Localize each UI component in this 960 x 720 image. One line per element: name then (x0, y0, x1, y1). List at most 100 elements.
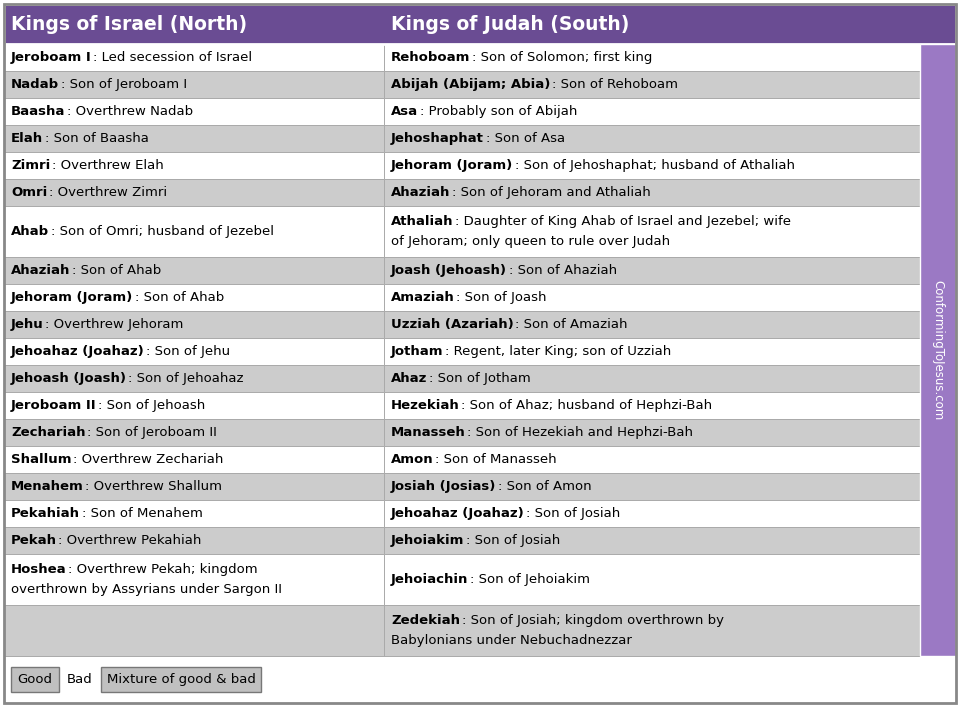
Text: Hezekiah: Hezekiah (391, 399, 460, 412)
Text: overthrown by Assyrians under Sargon II: overthrown by Assyrians under Sargon II (11, 582, 282, 595)
Bar (4, 206, 384, 257)
Text: : Son of Jotham: : Son of Jotham (429, 372, 531, 385)
Bar (384, 152, 920, 179)
Text: Jotham: Jotham (391, 345, 444, 358)
Text: Zimri: Zimri (11, 159, 50, 172)
Text: : Son of Omri; husband of Jezebel: : Son of Omri; husband of Jezebel (51, 225, 274, 238)
Text: Abijah (Abijam; Abia): Abijah (Abijam; Abia) (391, 78, 550, 91)
Bar (4, 4, 956, 44)
Text: : Son of Baasha: : Son of Baasha (44, 132, 149, 145)
Text: Rehoboam: Rehoboam (391, 51, 470, 64)
Text: : Son of Ahab: : Son of Ahab (134, 291, 224, 304)
Text: : Overthrew Jehoram: : Overthrew Jehoram (45, 318, 183, 331)
Bar (384, 419, 920, 446)
Text: : Son of Ahaziah: : Son of Ahaziah (509, 264, 616, 277)
Text: : Overthrew Zechariah: : Overthrew Zechariah (73, 453, 224, 466)
Text: Baasha: Baasha (11, 105, 65, 118)
Text: Jehoshaphat: Jehoshaphat (391, 132, 484, 145)
Bar (4, 473, 384, 500)
Text: Jehoash (Joash): Jehoash (Joash) (11, 372, 127, 385)
Text: Elah: Elah (11, 132, 43, 145)
Text: Ahaziah: Ahaziah (11, 264, 70, 277)
Text: Jehoahaz (Joahaz): Jehoahaz (Joahaz) (11, 345, 145, 358)
Text: : Overthrew Pekah; kingdom: : Overthrew Pekah; kingdom (68, 563, 257, 576)
Bar (4, 71, 384, 98)
Text: of Jehoram; only queen to rule over Judah: of Jehoram; only queen to rule over Juda… (391, 235, 670, 248)
Text: Athaliah: Athaliah (391, 215, 454, 228)
Text: : Overthrew Nadab: : Overthrew Nadab (67, 105, 193, 118)
Bar (384, 392, 920, 419)
Bar (384, 125, 920, 152)
Bar (384, 284, 920, 311)
Text: : Probably son of Abijah: : Probably son of Abijah (420, 105, 577, 118)
Bar (384, 206, 920, 257)
Text: Hoshea: Hoshea (11, 563, 66, 576)
Text: : Son of Jehoram and Athaliah: : Son of Jehoram and Athaliah (452, 186, 651, 199)
Text: : Son of Ahaz; husband of Hephzi-Bah: : Son of Ahaz; husband of Hephzi-Bah (462, 399, 712, 412)
Text: Kings of Judah (South): Kings of Judah (South) (391, 14, 630, 34)
Text: : Overthrew Elah: : Overthrew Elah (52, 159, 163, 172)
Bar (4, 500, 384, 527)
Text: ConformingToJesus.com: ConformingToJesus.com (931, 280, 945, 420)
Text: : Son of Jeroboam I: : Son of Jeroboam I (60, 78, 187, 91)
Text: Pekah: Pekah (11, 534, 57, 547)
Bar (4, 152, 384, 179)
Bar (384, 179, 920, 206)
Bar (4, 365, 384, 392)
Bar (384, 500, 920, 527)
Text: Babylonians under Nebuchadnezzar: Babylonians under Nebuchadnezzar (391, 634, 632, 647)
Text: : Regent, later King; son of Uzziah: : Regent, later King; son of Uzziah (445, 345, 671, 358)
Bar (4, 44, 384, 71)
Bar (384, 44, 920, 71)
Bar (4, 257, 384, 284)
Text: Menahem: Menahem (11, 480, 84, 493)
Text: : Son of Menahem: : Son of Menahem (82, 507, 203, 520)
Text: : Son of Manasseh: : Son of Manasseh (435, 453, 557, 466)
Bar (384, 338, 920, 365)
Bar (4, 98, 384, 125)
Text: Good: Good (17, 673, 53, 686)
Bar (4, 392, 384, 419)
Text: : Son of Asa: : Son of Asa (486, 132, 564, 145)
Text: Jehoram (Joram): Jehoram (Joram) (11, 291, 133, 304)
Bar (4, 656, 956, 703)
Bar (101, 667, 261, 693)
Text: Nadab: Nadab (11, 78, 60, 91)
Text: : Son of Jehoshaphat; husband of Athaliah: : Son of Jehoshaphat; husband of Athalia… (515, 159, 795, 172)
Text: Ahab: Ahab (11, 225, 49, 238)
Text: Jeroboam I: Jeroboam I (11, 51, 92, 64)
Text: : Son of Jehoahaz: : Son of Jehoahaz (129, 372, 244, 385)
Text: Ahaz: Ahaz (391, 372, 427, 385)
Text: : Overthrew Zimri: : Overthrew Zimri (49, 186, 167, 199)
Bar (384, 98, 920, 125)
Text: : Son of Amaziah: : Son of Amaziah (516, 318, 628, 331)
Bar (4, 179, 384, 206)
Text: : Son of Amon: : Son of Amon (498, 480, 591, 493)
Text: : Daughter of King Ahab of Israel and Jezebel; wife: : Daughter of King Ahab of Israel and Je… (455, 215, 791, 228)
Text: Manasseh: Manasseh (391, 426, 466, 439)
Text: Uzziah (Azariah): Uzziah (Azariah) (391, 318, 514, 331)
Text: Amaziah: Amaziah (391, 291, 455, 304)
Text: Jehoahaz (Joahaz): Jehoahaz (Joahaz) (391, 507, 525, 520)
Bar (384, 605, 920, 656)
Text: Mixture of good & bad: Mixture of good & bad (107, 673, 255, 686)
Text: Jehu: Jehu (11, 318, 44, 331)
Bar (4, 605, 384, 656)
Text: Josiah (Josias): Josiah (Josias) (391, 480, 496, 493)
Bar (4, 554, 384, 605)
Text: : Son of Jehoiakim: : Son of Jehoiakim (470, 573, 590, 586)
Text: Jehoiachin: Jehoiachin (391, 573, 468, 586)
Text: Kings of Israel (North): Kings of Israel (North) (11, 14, 247, 34)
Text: : Son of Jehoash: : Son of Jehoash (98, 399, 205, 412)
Text: : Overthrew Pekahiah: : Overthrew Pekahiah (59, 534, 202, 547)
Bar (384, 446, 920, 473)
Text: : Son of Ahab: : Son of Ahab (72, 264, 161, 277)
Text: Bad: Bad (67, 673, 93, 686)
Text: : Son of Hezekiah and Hephzi-Bah: : Son of Hezekiah and Hephzi-Bah (468, 426, 693, 439)
Text: : Son of Jehu: : Son of Jehu (146, 345, 230, 358)
Bar (4, 284, 384, 311)
Bar (4, 419, 384, 446)
Text: Pekahiah: Pekahiah (11, 507, 80, 520)
Bar (384, 365, 920, 392)
Text: : Son of Josiah: : Son of Josiah (526, 507, 620, 520)
